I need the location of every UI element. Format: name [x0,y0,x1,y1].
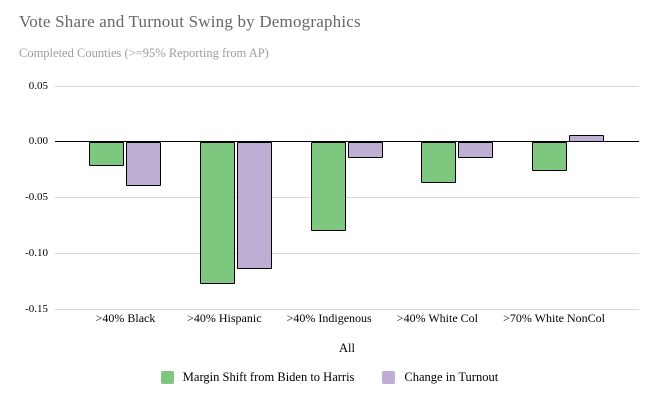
bar-group [89,86,162,309]
bar-margin-shift[interactable] [199,141,235,285]
bar-group [199,86,273,309]
bar-turnout-change[interactable] [347,141,383,159]
bar-group [532,86,605,309]
bar-margin-shift[interactable] [89,141,124,167]
chart-subtitle: Completed Counties (>=95% Reporting from… [19,46,269,60]
legend-item[interactable]: Change in Turnout [382,370,498,385]
gridline [55,85,639,87]
gridline [55,308,639,310]
plot-area [55,85,639,310]
x-category-label: >70% White NonCol [503,311,605,325]
bar-turnout-change[interactable] [236,141,272,269]
y-tick-label: -0.10 [25,246,48,259]
y-tick-label: -0.15 [25,302,48,315]
bar-margin-shift[interactable] [310,141,346,231]
chart-title: Vote Share and Turnout Swing by Demograp… [19,12,361,31]
y-tick-label: 0.00 [28,135,48,148]
bar-turnout-change[interactable] [126,141,161,187]
legend-label: Change in Turnout [404,370,499,384]
zero-axis-line [55,141,639,143]
bar-group [310,86,384,309]
bar-turnout-change[interactable] [569,135,604,142]
y-axis-ticks: 0.05 0.00 -0.05 -0.10 -0.15 [0,80,48,315]
bar-group [421,86,494,309]
x-category-label: >40% Hispanic [187,311,262,325]
legend-label: Margin Shift from Biden to Harris [182,370,355,384]
x-axis-title: All [339,341,355,355]
x-category-label: >40% White Col [396,311,479,325]
legend-swatch [382,371,396,384]
legend-item[interactable]: Margin Shift from Biden to Harris [160,370,355,385]
y-tick-label: 0.05 [28,79,48,92]
bar-margin-shift[interactable] [421,141,457,183]
bar-margin-shift[interactable] [532,141,567,171]
legend-swatch [160,371,174,384]
bar-turnout-change[interactable] [458,141,494,159]
y-tick-label: -0.05 [25,191,48,203]
x-category-label: >40% Black [95,311,156,325]
gridline [55,252,639,254]
gridline [55,197,639,198]
x-category-label: >40% Indigenous [286,311,372,325]
legend: Margin Shift from Biden to Harris Change … [0,370,659,385]
x-axis-labels: >40% Black >40% Hispanic >40% Indigenous >4… [89,311,605,326]
bar-groups [89,86,605,309]
